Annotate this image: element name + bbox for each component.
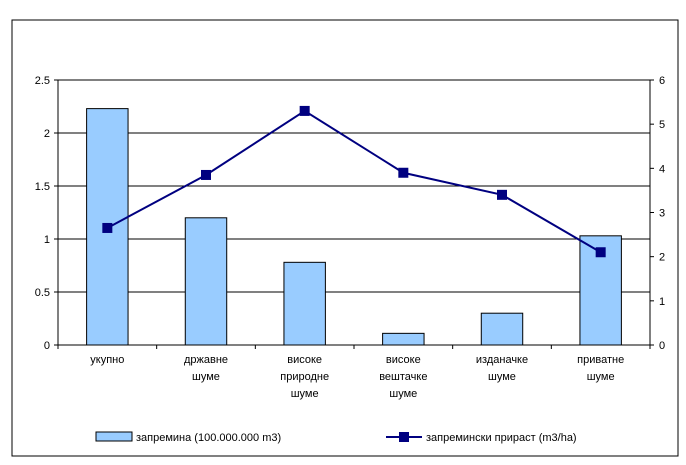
legend-bar-label: запремина (100.000.000 m3) bbox=[136, 432, 281, 444]
x-axis-category-label-line: вештачке bbox=[379, 371, 427, 383]
x-axis-category-label-line: природне bbox=[280, 371, 329, 383]
bar-series bbox=[86, 108, 622, 346]
x-axis-category-label: приватне шуме bbox=[577, 354, 624, 383]
line-series bbox=[102, 105, 606, 258]
right-axis-tick-label: 4 bbox=[659, 163, 665, 175]
legend-line-marker bbox=[399, 432, 409, 442]
legend: запремина (100.000.000 m3) запремински пр… bbox=[95, 431, 577, 444]
left-axis-tick-label: 2 bbox=[44, 128, 50, 140]
x-axis-category-label: изданачке шуме bbox=[476, 354, 528, 383]
left-axis-tick-label: 0.5 bbox=[35, 287, 50, 299]
x-axis-category-label-line: високе bbox=[287, 354, 322, 366]
x-axis-category-label-line: шуме bbox=[488, 371, 516, 383]
x-axis-category-label: укупно bbox=[90, 354, 124, 366]
x-axis-category-label-line: шуме bbox=[587, 371, 615, 383]
bar bbox=[480, 312, 524, 346]
x-axis-category-label-line: високе bbox=[386, 354, 421, 366]
x-axis-category-label-line: шуме bbox=[291, 388, 319, 400]
line-point-marker bbox=[595, 247, 606, 258]
line-point-marker bbox=[398, 167, 409, 178]
right-axis-tick-label: 6 bbox=[659, 75, 665, 87]
x-axis-category-label: високе вештачке шуме bbox=[379, 354, 427, 400]
bar bbox=[184, 217, 228, 346]
line-point-marker bbox=[201, 169, 211, 180]
right-axis-tick-label: 0 bbox=[659, 340, 665, 352]
line-point-marker bbox=[497, 189, 507, 200]
left-axis-tick-label: 0 bbox=[44, 340, 50, 352]
bar bbox=[382, 332, 425, 346]
x-axis-category-label-line: изданачке bbox=[476, 354, 528, 366]
x-axis-category-label-line: укупно bbox=[90, 354, 124, 366]
axes bbox=[54, 79, 654, 349]
right-axis-tick-label: 5 bbox=[659, 119, 665, 131]
legend-bar-swatch bbox=[95, 431, 133, 442]
right-axis-tick-label: 1 bbox=[659, 296, 665, 308]
left-axis-tick-label: 2.5 bbox=[35, 75, 50, 87]
line-series-path bbox=[106, 109, 602, 254]
x-axis-category-label-line: државне bbox=[184, 354, 228, 366]
line-point-marker bbox=[102, 222, 113, 233]
gridlines bbox=[58, 79, 650, 293]
left-axis-tick-label: 1 bbox=[44, 234, 50, 246]
x-axis-category-label-line: приватне bbox=[577, 354, 624, 366]
x-axis-category-label-line: шуме bbox=[389, 388, 417, 400]
bar bbox=[283, 261, 326, 346]
x-axis-category-label: високе природне шуме bbox=[280, 354, 329, 400]
line-point-marker bbox=[299, 105, 310, 116]
left-axis-tick-label: 1.5 bbox=[35, 181, 50, 193]
x-axis-category-label-line: шуме bbox=[192, 371, 220, 383]
right-axis-tick-label: 3 bbox=[659, 208, 665, 220]
x-axis-category-label: државне шуме bbox=[184, 354, 228, 383]
right-axis-tick-label: 2 bbox=[659, 252, 665, 264]
legend-line-label: запремински прираст (m3/ha) bbox=[426, 432, 577, 444]
